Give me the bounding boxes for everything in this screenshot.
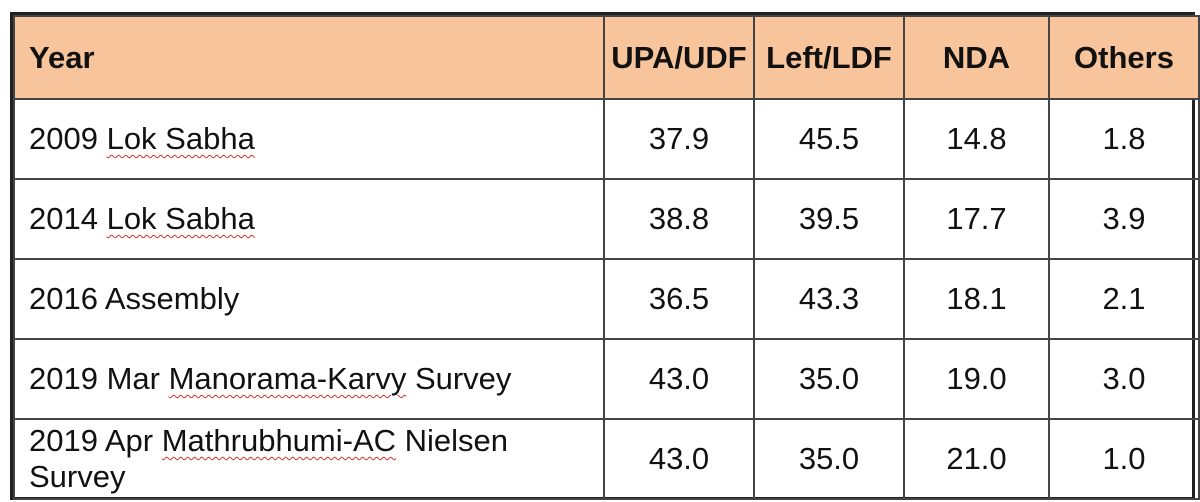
upa-udf-value: 43.0 — [603, 418, 755, 500]
year-text: 2019 Apr — [29, 423, 162, 458]
left-ldf-value: 39.5 — [753, 178, 905, 260]
table-row: 2016 Assembly 36.5 43.3 18.1 2.1 — [13, 258, 1200, 340]
year-cell: 2014 Lok Sabha — [13, 178, 605, 260]
vote-share-table: Year UPA/UDF Left/LDF NDA Others 2009 Lo… — [13, 15, 1200, 500]
nda-value: 18.1 — [903, 258, 1050, 340]
header-year: Year — [13, 15, 605, 100]
table-row: 2009 Lok Sabha 37.9 45.5 14.8 1.8 — [13, 98, 1200, 180]
year-text-marked: Lok Sabha — [106, 121, 255, 156]
upa-udf-value: 37.9 — [603, 98, 755, 180]
header-left-ldf: Left/LDF — [753, 15, 905, 100]
others-value: 3.9 — [1048, 178, 1200, 260]
year-text: 2019 Mar — [29, 361, 169, 396]
left-ldf-value: 45.5 — [753, 98, 905, 180]
table-row: 2014 Lok Sabha 38.8 39.5 17.7 3.9 — [13, 178, 1200, 260]
others-value: 3.0 — [1048, 338, 1200, 420]
upa-udf-value: 36.5 — [603, 258, 755, 340]
others-value: 1.8 — [1048, 98, 1200, 180]
others-value: 1.0 — [1048, 418, 1200, 500]
nda-value: 17.7 — [903, 178, 1050, 260]
year-text-suffix: Survey — [406, 361, 512, 396]
year-text: 2009 — [29, 121, 107, 156]
year-text-marked: Lok Sabha — [106, 201, 255, 236]
header-row: Year UPA/UDF Left/LDF NDA Others — [13, 15, 1200, 100]
left-ldf-value: 35.0 — [753, 418, 905, 500]
results-table-container: Year UPA/UDF Left/LDF NDA Others 2009 Lo… — [10, 12, 1200, 500]
year-text: 2014 — [29, 201, 107, 236]
year-cell: 2009 Lok Sabha — [13, 98, 605, 180]
left-ldf-value: 43.3 — [753, 258, 905, 340]
nda-value: 19.0 — [903, 338, 1050, 420]
nda-value: 14.8 — [903, 98, 1050, 180]
others-value: 2.1 — [1048, 258, 1200, 340]
year-text-marked: Mathrubhumi-AC — [161, 423, 397, 458]
year-text: 2016 Assembly — [29, 281, 240, 316]
header-upa-udf: UPA/UDF — [603, 15, 755, 100]
left-ldf-value: 35.0 — [753, 338, 905, 420]
upa-udf-value: 43.0 — [603, 338, 755, 420]
year-text-suffix: Nielsen Survey — [29, 423, 509, 494]
year-text-marked: Manorama-Karvy — [168, 361, 407, 396]
table-row: 2019 Apr Mathrubhumi-AC Nielsen Survey 4… — [13, 418, 1200, 500]
upa-udf-value: 38.8 — [603, 178, 755, 260]
header-others: Others — [1048, 15, 1200, 100]
year-cell: 2019 Mar Manorama-Karvy Survey — [13, 338, 605, 420]
header-nda: NDA — [903, 15, 1050, 100]
table-row: 2019 Mar Manorama-Karvy Survey 43.0 35.0… — [13, 338, 1200, 420]
nda-value: 21.0 — [903, 418, 1050, 500]
year-cell: 2019 Apr Mathrubhumi-AC Nielsen Survey — [13, 418, 605, 500]
year-cell: 2016 Assembly — [13, 258, 605, 340]
